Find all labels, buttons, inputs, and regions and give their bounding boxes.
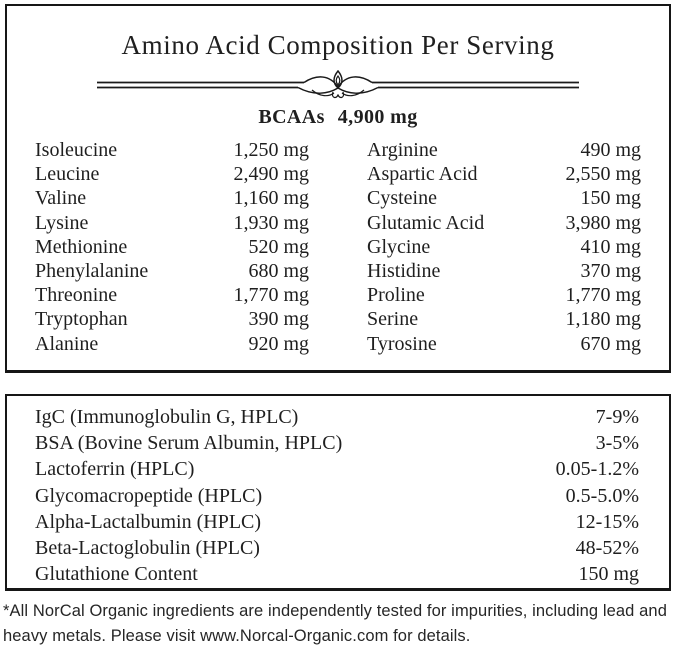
table-row: BSA (Bovine Serum Albumin, HPLC) 3-5% bbox=[35, 430, 639, 456]
amino-acid-name: Tryptophan bbox=[35, 308, 128, 331]
fraction-name: Beta-Lactoglobulin (HPLC) bbox=[35, 537, 260, 560]
amino-acid-name: Threonine bbox=[35, 284, 118, 307]
bcaa-label: BCAAs bbox=[258, 106, 325, 128]
amino-acid-amount: 1,770 mg bbox=[565, 284, 641, 307]
amino-acid-amount: 1,160 mg bbox=[233, 187, 309, 210]
table-row: Phenylalanine 680 mg bbox=[35, 259, 309, 283]
amino-acid-amount: 410 mg bbox=[580, 235, 641, 258]
table-row: Aspartic Acid 2,550 mg bbox=[367, 162, 641, 186]
table-row: Glutamic Acid 3,980 mg bbox=[367, 211, 641, 235]
fraction-name: IgC (Immunoglobulin G, HPLC) bbox=[35, 406, 299, 428]
amino-acid-name: Aspartic Acid bbox=[367, 163, 478, 186]
amino-acid-name: Arginine bbox=[367, 139, 438, 161]
amino-acid-amount: 920 mg bbox=[248, 332, 309, 355]
fraction-name: BSA (Bovine Serum Albumin, HPLC) bbox=[35, 432, 343, 455]
table-row: Histidine 370 mg bbox=[367, 259, 641, 283]
amino-acid-name: Leucine bbox=[35, 163, 100, 186]
protein-fraction-panel: IgC (Immunoglobulin G, HPLC) 7-9% BSA (Bo… bbox=[5, 394, 671, 591]
table-row: Glycomacropeptide (HPLC) 0.5-5.0% bbox=[35, 483, 639, 509]
amino-acid-amount: 370 mg bbox=[580, 260, 641, 283]
bcaa-total: BCAAs 4,900 mg bbox=[7, 106, 669, 129]
table-row: Methionine 520 mg bbox=[35, 235, 309, 259]
amino-acid-name: Phenylalanine bbox=[35, 260, 149, 283]
amino-acid-name: Glycine bbox=[367, 235, 431, 258]
amino-acid-name: Methionine bbox=[35, 235, 128, 258]
fraction-amount: 3-5% bbox=[595, 432, 639, 455]
amino-acid-amount: 520 mg bbox=[248, 235, 309, 258]
amino-acid-amount: 2,550 mg bbox=[565, 163, 641, 186]
amino-acid-amount: 1,930 mg bbox=[233, 211, 309, 234]
fraction-name: Alpha-Lactalbumin (HPLC) bbox=[35, 510, 262, 533]
table-row: IgC (Immunoglobulin G, HPLC) 7-9% bbox=[35, 404, 639, 430]
amino-acid-amount: 390 mg bbox=[248, 308, 309, 331]
amino-acid-name: Histidine bbox=[367, 260, 441, 283]
amino-acid-name: Glutamic Acid bbox=[367, 211, 485, 234]
amino-acid-name: Valine bbox=[35, 187, 87, 210]
amino-acid-amount: 490 mg bbox=[580, 139, 641, 161]
table-row: Lactoferrin (HPLC) 0.05-1.2% bbox=[35, 456, 639, 482]
amino-acid-name: Proline bbox=[367, 284, 425, 307]
fraction-amount: 48-52% bbox=[575, 537, 639, 560]
footnote: *All NorCal Organic ingredients are inde… bbox=[3, 602, 667, 645]
table-row: Serine 1,180 mg bbox=[367, 307, 641, 331]
bcaa-value: 4,900 mg bbox=[337, 106, 418, 128]
fraction-amount: 12-15% bbox=[575, 510, 639, 533]
table-row: Alanine 920 mg bbox=[35, 332, 309, 356]
table-row: Isoleucine 1,250 mg bbox=[35, 138, 309, 162]
table-row: Proline 1,770 mg bbox=[367, 283, 641, 307]
amino-acid-amount: 2,490 mg bbox=[233, 163, 309, 186]
protein-fraction-table: IgC (Immunoglobulin G, HPLC) 7-9% BSA (Bo… bbox=[35, 404, 639, 587]
amino-acid-amount: 680 mg bbox=[248, 260, 309, 283]
table-row: Alpha-Lactalbumin (HPLC) 12-15% bbox=[35, 509, 639, 535]
table-row: Leucine 2,490 mg bbox=[35, 162, 309, 186]
table-row: Cysteine 150 mg bbox=[367, 186, 641, 210]
table-row: Beta-Lactoglobulin (HPLC) 48-52% bbox=[35, 535, 639, 561]
fraction-name: Glutathione Content bbox=[35, 563, 198, 586]
panel-title: Amino Acid Composition Per Serving bbox=[121, 30, 555, 60]
amino-acid-name: Alanine bbox=[35, 332, 99, 355]
table-row: Arginine 490 mg bbox=[367, 138, 641, 162]
fraction-amount: 0.05-1.2% bbox=[555, 458, 639, 481]
amino-acid-name: Cysteine bbox=[367, 187, 437, 210]
amino-acid-amount: 1,770 mg bbox=[233, 284, 309, 307]
table-row: Lysine 1,930 mg bbox=[35, 211, 309, 235]
table-row: Threonine 1,770 mg bbox=[35, 283, 309, 307]
amino-acid-name: Lysine bbox=[35, 211, 89, 234]
table-row: Tryptophan 390 mg bbox=[35, 307, 309, 331]
fraction-amount: 0.5-5.0% bbox=[565, 484, 639, 507]
amino-acid-table: Isoleucine 1,250 mg Leucine 2,490 mg Valin… bbox=[35, 138, 641, 356]
fraction-amount: 150 mg bbox=[578, 563, 639, 586]
amino-acid-amount: 150 mg bbox=[580, 187, 641, 210]
amino-acid-name: Serine bbox=[367, 308, 419, 331]
table-row: Glutathione Content 150 mg bbox=[35, 561, 639, 587]
amino-acid-panel: Amino Acid Composition Per Serving BCAAs… bbox=[5, 4, 671, 373]
amino-acid-amount: 1,250 mg bbox=[233, 139, 309, 161]
amino-acid-column-right: Arginine 490 mg Aspartic Acid 2,550 mg Cys… bbox=[367, 138, 641, 356]
amino-acid-column-left: Isoleucine 1,250 mg Leucine 2,490 mg Valin… bbox=[35, 138, 309, 356]
amino-acid-amount: 1,180 mg bbox=[565, 308, 641, 331]
table-row: Tyrosine 670 mg bbox=[367, 332, 641, 356]
amino-acid-amount: 670 mg bbox=[580, 332, 641, 355]
fraction-name: Glycomacropeptide (HPLC) bbox=[35, 484, 263, 507]
amino-acid-name: Isoleucine bbox=[35, 139, 118, 161]
table-row: Glycine 410 mg bbox=[367, 235, 641, 259]
table-row: Valine 1,160 mg bbox=[35, 186, 309, 210]
amino-acid-amount: 3,980 mg bbox=[565, 211, 641, 234]
amino-acid-name: Tyrosine bbox=[367, 332, 437, 355]
fraction-name: Lactoferrin (HPLC) bbox=[35, 458, 195, 481]
ornamental-divider-icon bbox=[97, 69, 579, 99]
fraction-amount: 7-9% bbox=[595, 406, 639, 428]
